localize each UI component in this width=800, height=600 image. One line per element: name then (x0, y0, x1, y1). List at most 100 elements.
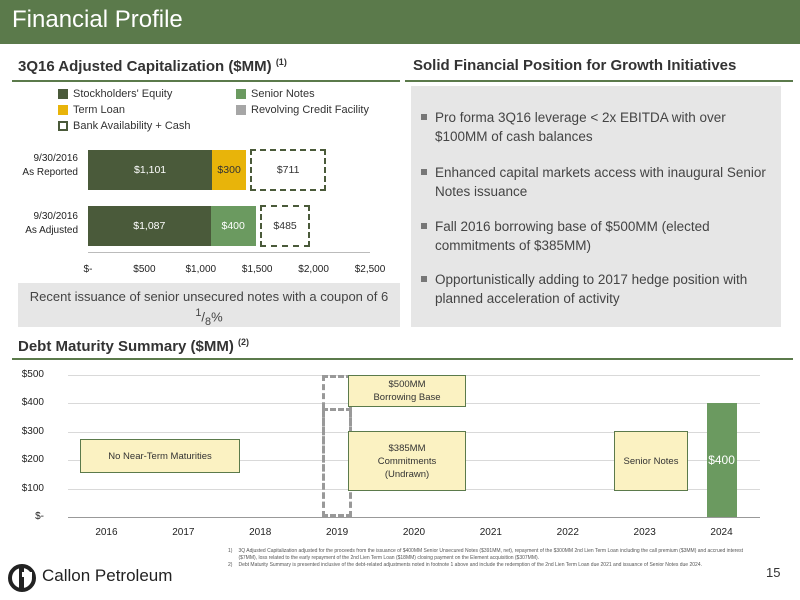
growth-rule (405, 80, 793, 82)
bullet-item: Opportunistically adding to 2017 hedge p… (421, 270, 775, 308)
cap-x-tick-label: $1,500 (241, 264, 273, 275)
debt-x-tick-label: 2017 (172, 527, 195, 538)
bar-value-label: $400 (221, 220, 245, 232)
bar-value-label: $1,101 (134, 164, 167, 176)
cap-x-tick-label: $1,000 (185, 264, 217, 275)
callout-commitments-line: Commitments (377, 455, 437, 467)
callon-logo-icon (8, 564, 38, 592)
debt-x-tick-label: 2024 (710, 527, 733, 538)
legend-bank-label: Bank Availability + Cash (73, 120, 191, 132)
bar-bank-availability: $485 (259, 205, 311, 247)
bar-value-label: $1,087 (133, 220, 166, 232)
callout-borrowing-base-line: $500MM (388, 379, 426, 390)
row-label-adjusted: 9/30/2016 As Adjusted (14, 210, 78, 238)
debt-y-tick-label: $300 (21, 425, 44, 437)
debt-x-tick-label: 2023 (633, 527, 656, 538)
bar-value-label: $300 (217, 164, 241, 176)
callout-senior-notes: Senior Notes (614, 431, 688, 491)
legend-equity-swatch (58, 89, 68, 99)
recent-note-post: % (211, 309, 223, 325)
bullet-text: Fall 2016 borrowing base of $500MM (elec… (435, 219, 710, 253)
bullet-text: Pro forma 3Q16 leverage < 2x EBITDA with… (435, 110, 726, 144)
footnotes: 1) 3Q Adjusted Capitalization adjusted fo… (228, 548, 758, 569)
cap-x-tick-label: $2,500 (354, 264, 386, 275)
row-label-reported: 9/30/2016 As Reported (14, 152, 78, 180)
footnote-1: 1) 3Q Adjusted Capitalization adjusted fo… (228, 548, 758, 562)
growth-panel: Pro forma 3Q16 leverage < 2x EBITDA with… (411, 86, 781, 327)
legend-revolver: Revolving Credit Facility (236, 104, 369, 116)
legend-term-swatch (58, 105, 68, 115)
callout-borrowing-base-line: Borrowing Base (373, 392, 441, 403)
legend-term: Term Loan (58, 104, 125, 116)
page-number: 15 (766, 565, 781, 580)
title-bar (0, 0, 800, 44)
debt-x-tick-label: 2022 (556, 527, 579, 538)
debt-rule (12, 358, 793, 360)
cap-rule (12, 80, 400, 82)
legend-revolver-swatch (236, 105, 246, 115)
debt-x-ticks: 2016 2017 2018 2019 2020 2021 2022 2023 2024 (68, 527, 760, 541)
callout-commitments: $385MM Commitments (Undrawn) (348, 431, 466, 491)
bar-equity: $1,087 (88, 206, 211, 246)
bar-bank-availability: $711 (250, 149, 327, 191)
legend-equity: Stockholders' Equity (58, 88, 172, 100)
capitalization-chart: $1,101 $300 $711 $1,087 $400 $485 (88, 140, 370, 250)
callout-commitments-line: (Undrawn) (384, 468, 430, 480)
page-title: Financial Profile (12, 6, 183, 33)
debt-y-tick-label: $- (35, 511, 44, 522)
callout-senior-notes-line: Senior Notes (623, 455, 679, 467)
bullet-item: Enhanced capital markets access with ina… (421, 163, 775, 201)
bar-equity: $1,101 (88, 150, 213, 190)
row-label-adjusted-line1: 9/30/2016 (33, 211, 79, 222)
callout-borrowing-base-text: $500MM Borrowing Base (373, 378, 440, 404)
cap-footnote-ref: (1) (275, 57, 287, 67)
footnote-1-text: 3Q Adjusted Capitalization adjusted for … (238, 548, 744, 561)
bar-term: $300 (212, 150, 247, 190)
footnote-2: 2) Debt Maturity Summary is presented inc… (228, 562, 758, 569)
debt-x-tick-label: 2018 (249, 527, 272, 538)
cap-section-title: 3Q16 Adjusted Capitalization ($MM) (1) (18, 57, 287, 75)
callout-no-near-term: No Near-Term Maturities (80, 439, 240, 473)
cap-x-tick-label: $- (83, 264, 93, 275)
row-label-adjusted-line2: As Adjusted (25, 225, 78, 236)
debt-x-tick-label: 2016 (95, 527, 118, 538)
footnote-2-num: 2) (228, 562, 233, 568)
debt-footnote-ref: (2) (238, 337, 250, 347)
row-label-reported-line1: 9/30/2016 (33, 153, 79, 164)
bar-value-label: $485 (273, 220, 297, 232)
growth-section-title: Solid Financial Position for Growth Init… (413, 57, 737, 74)
recent-issuance-note: Recent issuance of senior unsecured note… (18, 283, 400, 328)
legend-revolver-label: Revolving Credit Facility (251, 104, 369, 116)
bar-value-label: $711 (276, 164, 300, 176)
legend-senior-label: Senior Notes (251, 88, 315, 100)
bullet-marker (421, 276, 427, 282)
company-name: Callon Petroleum (42, 566, 173, 585)
debt-x-tick-label: 2020 (402, 527, 426, 538)
debt-x-tick-label: 2019 (325, 527, 349, 538)
debt-maturity-chart: $400 No Near-Term Maturities $500MM Borrowi… (68, 375, 760, 518)
legend-bank-swatch (58, 121, 68, 131)
callout-no-near-term-text: No Near-Term Maturities (108, 450, 211, 463)
bullet-marker (421, 223, 427, 229)
recent-note-text: Recent issuance of senior unsecured note… (29, 289, 389, 304)
callout-borrowing-base: $500MM Borrowing Base (348, 375, 466, 407)
cap-x-ticks: $- $500 $1,000 $1,500 $2,000 $2,500 (84, 264, 386, 278)
debt-y-tick-label: $500 (21, 369, 44, 380)
cap-title-text: 3Q16 Adjusted Capitalization ($MM) (18, 58, 272, 75)
bullet-item: Pro forma 3Q16 leverage < 2x EBITDA with… (421, 108, 775, 146)
legend-bank: Bank Availability + Cash (58, 120, 191, 132)
cap-x-axis (88, 252, 370, 253)
debt-y-tick-label: $400 (21, 397, 44, 409)
debt-y-tick-label: $200 (21, 454, 44, 466)
debt-gridline (68, 517, 760, 518)
recent-note-num: 1 (195, 307, 202, 319)
callout-no-near-term-line: No Near-Term Maturities (108, 450, 212, 462)
debt-y-ticks: $- $100 $200 $300 $400 $500 (0, 369, 62, 522)
footnote-2-text: Debt Maturity Summary is presented inclu… (238, 562, 702, 568)
debt-x-tick-label: 2021 (479, 527, 502, 538)
bullet-text: Enhanced capital markets access with ina… (435, 165, 766, 199)
legend-equity-label: Stockholders' Equity (73, 88, 173, 100)
bullet-item: Fall 2016 borrowing base of $500MM (elec… (421, 217, 775, 255)
cap-x-tick-label: $2,000 (298, 264, 329, 275)
bar-senior: $400 (210, 206, 256, 246)
